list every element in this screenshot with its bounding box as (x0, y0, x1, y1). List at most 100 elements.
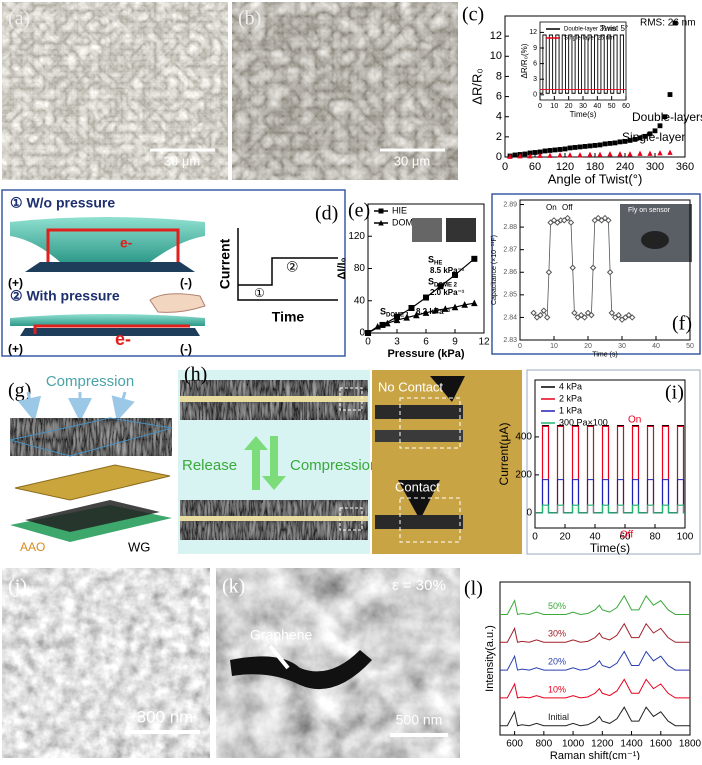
annotation: AAO (20, 540, 45, 554)
terminal-label: (+) (8, 276, 23, 290)
point (608, 309, 616, 317)
panel-label: (l) (464, 578, 483, 600)
y-tick-label: 2.84 (503, 314, 517, 321)
point (437, 283, 444, 290)
y-tick-label: 2.85 (503, 292, 517, 299)
y-tick-label: 120 (348, 231, 365, 242)
point (667, 149, 673, 155)
x-axis-label: Angle of Twist(°) (548, 172, 643, 187)
panel-label: (i) (665, 382, 684, 404)
highlight-box (339, 387, 363, 411)
annotation: Release (182, 457, 237, 474)
x-tick-label: 240 (616, 161, 634, 173)
x-tick-label: 10 (550, 103, 558, 110)
x-tick-label: 800 (536, 739, 553, 750)
y-tick-label: 400 (515, 432, 532, 443)
annotation: Contact (395, 479, 440, 494)
step-mark: ② (286, 259, 299, 275)
tip (430, 376, 465, 402)
point (617, 139, 623, 145)
x-tick-label: 0 (502, 161, 508, 173)
x-tick-label: 0 (532, 532, 538, 543)
point (577, 152, 583, 158)
terminal-label: (-) (180, 342, 192, 356)
legend-label: 300 Pa×100 (559, 417, 608, 427)
point (647, 131, 653, 137)
layer-top (10, 418, 172, 456)
point (652, 128, 658, 134)
annotation: DOME 2 (434, 283, 458, 289)
point (657, 150, 663, 156)
electron-label: e- (120, 235, 133, 251)
layer-top (9, 417, 173, 457)
point (542, 148, 548, 154)
point (577, 144, 583, 150)
y-tick-label: 6 (533, 60, 537, 67)
plot-frame (519, 199, 691, 341)
axis-label: Time (272, 309, 305, 325)
legend-label: DOME (392, 217, 419, 227)
point (423, 294, 429, 301)
y-tick-label: 2.86 (503, 269, 517, 276)
x-tick-label: 20 (559, 532, 571, 543)
device (10, 314, 205, 326)
finger (149, 293, 206, 313)
x-axis-label: Pressure (kPa) (387, 348, 464, 360)
annotation: 2.0 kPa⁻¹ (430, 288, 465, 297)
terminal-label: (-) (180, 276, 192, 290)
photo-fly (641, 231, 669, 249)
point (545, 269, 553, 276)
scale-text: 300 nm (137, 707, 194, 726)
panel-label: (k) (222, 576, 245, 598)
point (547, 152, 553, 158)
x-tick-label: 20 (584, 343, 592, 350)
point (569, 264, 576, 271)
device (10, 217, 205, 262)
point (564, 214, 571, 222)
point (512, 152, 518, 158)
x-tick-label: 40 (593, 103, 601, 110)
y-axis-label: ΔR/R₀ (469, 68, 484, 104)
series-line (540, 34, 625, 94)
x-tick-label: 1200 (591, 739, 614, 750)
electrode (25, 262, 195, 272)
legend-label: Double-layer 26 nm (564, 27, 616, 33)
annotation: No Contact (378, 379, 443, 394)
inset-title: Twist 5° (600, 24, 628, 33)
arrow (262, 436, 286, 490)
point (622, 138, 628, 144)
point (557, 147, 563, 152)
point (557, 152, 563, 158)
x-tick-label: 100 (677, 532, 694, 543)
point (567, 152, 573, 158)
scale-text: 30 μm (164, 153, 200, 168)
panel-label: (e) (348, 200, 370, 222)
annotation: On (628, 415, 641, 426)
point (627, 151, 633, 157)
annotation: 8.5 kPa⁻¹ (430, 266, 465, 275)
point (607, 151, 613, 157)
annotation: DOME 1 (386, 313, 410, 319)
x-tick-label: 600 (506, 739, 523, 750)
point (442, 305, 449, 312)
x-tick-label: 80 (649, 532, 661, 543)
point (647, 150, 653, 156)
point (612, 140, 618, 146)
layer-aao (14, 464, 171, 501)
y-tick-label: 0 (359, 328, 365, 339)
y-tick-label: 12 (490, 30, 502, 42)
inset-photo (412, 218, 442, 242)
film-layer (180, 516, 368, 521)
y-tick-label: 2 (496, 131, 502, 143)
series-label: Double-layers (632, 110, 702, 124)
point (571, 309, 578, 317)
scale-text: 30 μm (394, 153, 430, 168)
point (628, 314, 636, 321)
point (587, 151, 593, 157)
x-tick-label: 0 (365, 337, 371, 348)
film (375, 430, 463, 442)
annotation: Compression (46, 373, 134, 390)
x-axis-label: Raman shift(cm⁻¹) (550, 750, 640, 760)
point (602, 141, 608, 147)
